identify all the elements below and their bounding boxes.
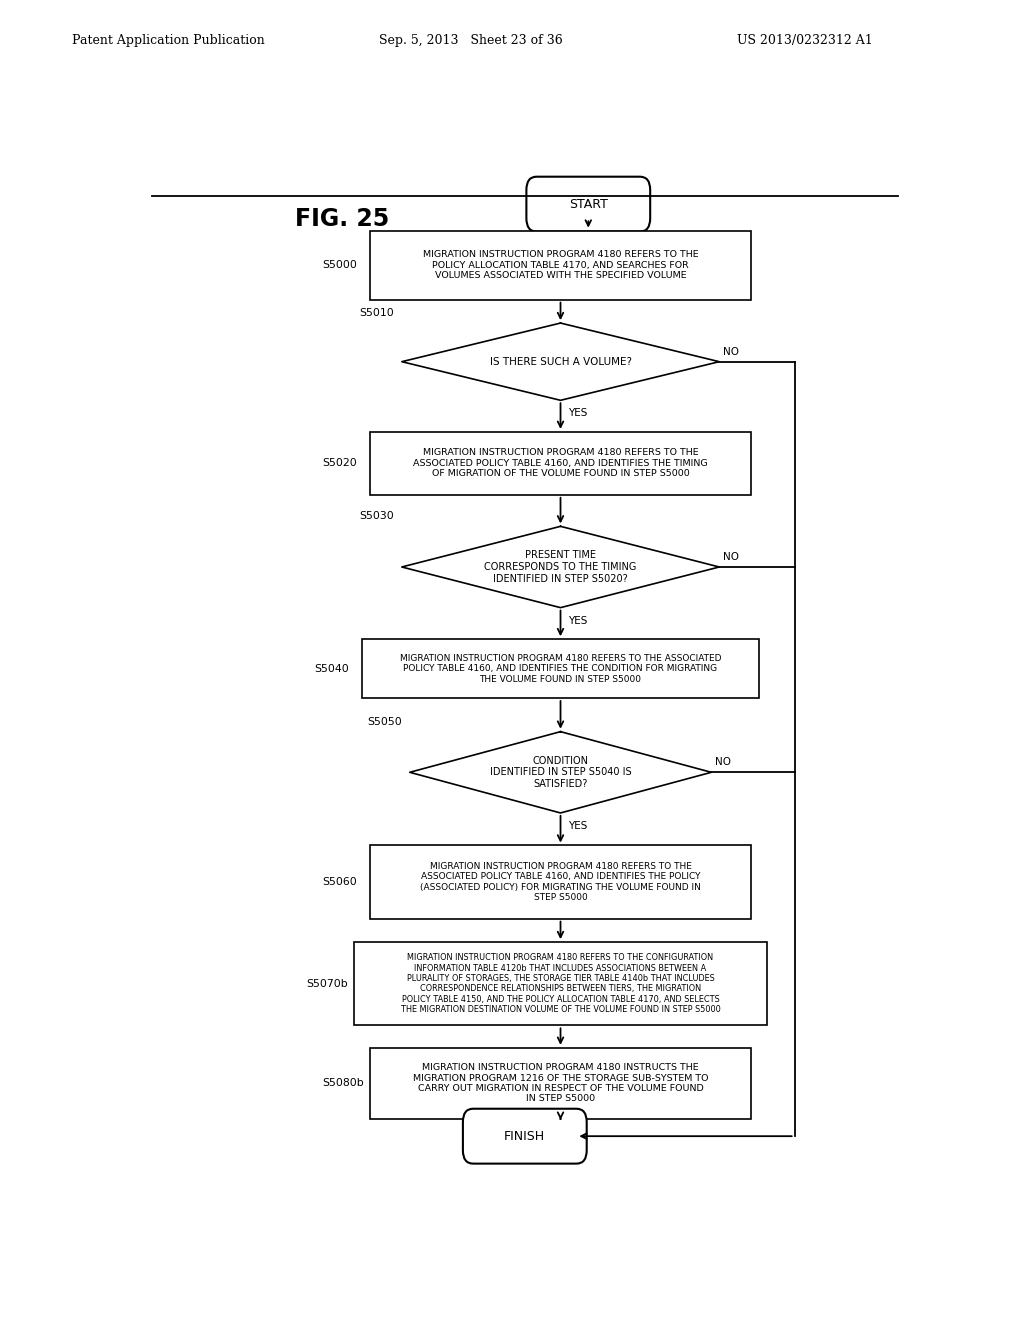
FancyBboxPatch shape bbox=[370, 432, 751, 495]
FancyBboxPatch shape bbox=[526, 177, 650, 231]
Text: YES: YES bbox=[568, 408, 588, 418]
FancyBboxPatch shape bbox=[370, 1048, 751, 1119]
Text: S5060: S5060 bbox=[323, 876, 357, 887]
Text: FINISH: FINISH bbox=[504, 1130, 546, 1143]
Text: S5030: S5030 bbox=[359, 511, 394, 521]
Text: S5020: S5020 bbox=[323, 458, 357, 469]
Text: Patent Application Publication: Patent Application Publication bbox=[72, 34, 264, 48]
Text: IS THERE SUCH A VOLUME?: IS THERE SUCH A VOLUME? bbox=[489, 356, 632, 367]
FancyBboxPatch shape bbox=[362, 639, 759, 698]
Text: MIGRATION INSTRUCTION PROGRAM 4180 REFERS TO THE
POLICY ALLOCATION TABLE 4170, A: MIGRATION INSTRUCTION PROGRAM 4180 REFER… bbox=[423, 251, 698, 280]
Text: S5070b: S5070b bbox=[306, 978, 348, 989]
Text: MIGRATION INSTRUCTION PROGRAM 4180 REFERS TO THE
ASSOCIATED POLICY TABLE 4160, A: MIGRATION INSTRUCTION PROGRAM 4180 REFER… bbox=[414, 449, 708, 478]
Polygon shape bbox=[401, 323, 719, 400]
Text: YES: YES bbox=[568, 616, 588, 626]
Text: NO: NO bbox=[723, 552, 739, 562]
Text: START: START bbox=[569, 198, 607, 211]
Text: MIGRATION INSTRUCTION PROGRAM 4180 INSTRUCTS THE
MIGRATION PROGRAM 1216 OF THE S: MIGRATION INSTRUCTION PROGRAM 4180 INSTR… bbox=[413, 1063, 709, 1104]
FancyBboxPatch shape bbox=[354, 942, 767, 1026]
Text: YES: YES bbox=[568, 821, 588, 832]
Text: Sep. 5, 2013   Sheet 23 of 36: Sep. 5, 2013 Sheet 23 of 36 bbox=[379, 34, 562, 48]
Text: S5080b: S5080b bbox=[323, 1078, 365, 1088]
Text: S5040: S5040 bbox=[314, 664, 349, 673]
Polygon shape bbox=[410, 731, 712, 813]
FancyBboxPatch shape bbox=[463, 1109, 587, 1164]
Text: S5010: S5010 bbox=[359, 308, 394, 318]
FancyBboxPatch shape bbox=[370, 846, 751, 919]
Text: NO: NO bbox=[723, 347, 739, 356]
Text: MIGRATION INSTRUCTION PROGRAM 4180 REFERS TO THE ASSOCIATED
POLICY TABLE 4160, A: MIGRATION INSTRUCTION PROGRAM 4180 REFER… bbox=[399, 653, 721, 684]
Polygon shape bbox=[401, 527, 719, 607]
Text: FIG. 25: FIG. 25 bbox=[295, 207, 389, 231]
Text: US 2013/0232312 A1: US 2013/0232312 A1 bbox=[737, 34, 873, 48]
Text: MIGRATION INSTRUCTION PROGRAM 4180 REFERS TO THE
ASSOCIATED POLICY TABLE 4160, A: MIGRATION INSTRUCTION PROGRAM 4180 REFER… bbox=[420, 862, 701, 902]
Text: S5050: S5050 bbox=[367, 717, 401, 726]
Text: NO: NO bbox=[716, 758, 731, 767]
Text: MIGRATION INSTRUCTION PROGRAM 4180 REFERS TO THE CONFIGURATION
INFORMATION TABLE: MIGRATION INSTRUCTION PROGRAM 4180 REFER… bbox=[400, 953, 721, 1014]
Text: CONDITION
IDENTIFIED IN STEP S5040 IS
SATISFIED?: CONDITION IDENTIFIED IN STEP S5040 IS SA… bbox=[489, 756, 632, 789]
Text: S5000: S5000 bbox=[323, 260, 357, 271]
Text: PRESENT TIME
CORRESPONDS TO THE TIMING
IDENTIFIED IN STEP S5020?: PRESENT TIME CORRESPONDS TO THE TIMING I… bbox=[484, 550, 637, 583]
FancyBboxPatch shape bbox=[370, 231, 751, 300]
